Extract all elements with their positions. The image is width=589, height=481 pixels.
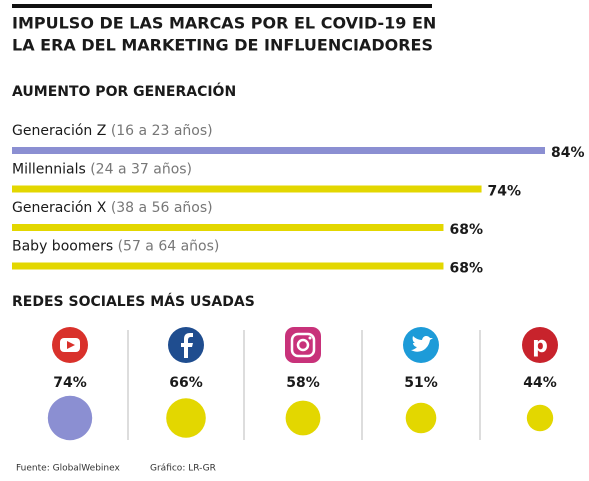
category-label: Generación Z (16 a 23 años): [12, 123, 213, 139]
value-label: 74%: [53, 375, 87, 391]
section-title: AUMENTO POR GENERACIÓN: [12, 82, 236, 100]
twitter-icon: [403, 327, 439, 363]
facebook-icon: [168, 327, 204, 363]
bubble: [47, 395, 93, 441]
category-label: Generación X (38 a 56 años): [12, 200, 213, 216]
value-label: 68%: [449, 222, 483, 238]
youtube-icon: [52, 327, 88, 363]
value-label: 74%: [488, 184, 522, 200]
pinterest-icon: p: [522, 327, 558, 363]
separators: [127, 330, 481, 440]
credit: Gráfico: LR-GR: [150, 464, 216, 474]
bar: [12, 262, 444, 270]
value-label: 68%: [449, 261, 483, 277]
bubble: [166, 398, 206, 438]
title-line: LA ERA DEL MARKETING DE INFLUENCIADORES: [12, 36, 433, 55]
value-label: 66%: [169, 375, 203, 391]
bar: [12, 147, 545, 154]
section-title: REDES SOCIALES MÁS USADAS: [12, 293, 255, 310]
title-line: IMPULSO DE LAS MARCAS POR EL COVID-19 EN: [12, 14, 436, 33]
top-rule: [12, 4, 432, 8]
value-label: 51%: [404, 375, 438, 391]
bar: [12, 185, 482, 193]
value-label: 84%: [551, 145, 585, 161]
bubble: [526, 404, 554, 432]
svg-text:p: p: [532, 333, 548, 358]
value-label: 58%: [286, 375, 320, 391]
instagram-icon: [285, 327, 321, 363]
bubble: [285, 400, 321, 436]
bubble: [405, 402, 437, 434]
value-label: 44%: [523, 375, 557, 391]
category-label: Baby boomers (57 a 64 años): [12, 239, 219, 255]
bar: [12, 224, 444, 231]
category-label: Millennials (24 a 37 años): [12, 162, 192, 178]
source: Fuente: GlobalWebinex: [16, 464, 121, 474]
